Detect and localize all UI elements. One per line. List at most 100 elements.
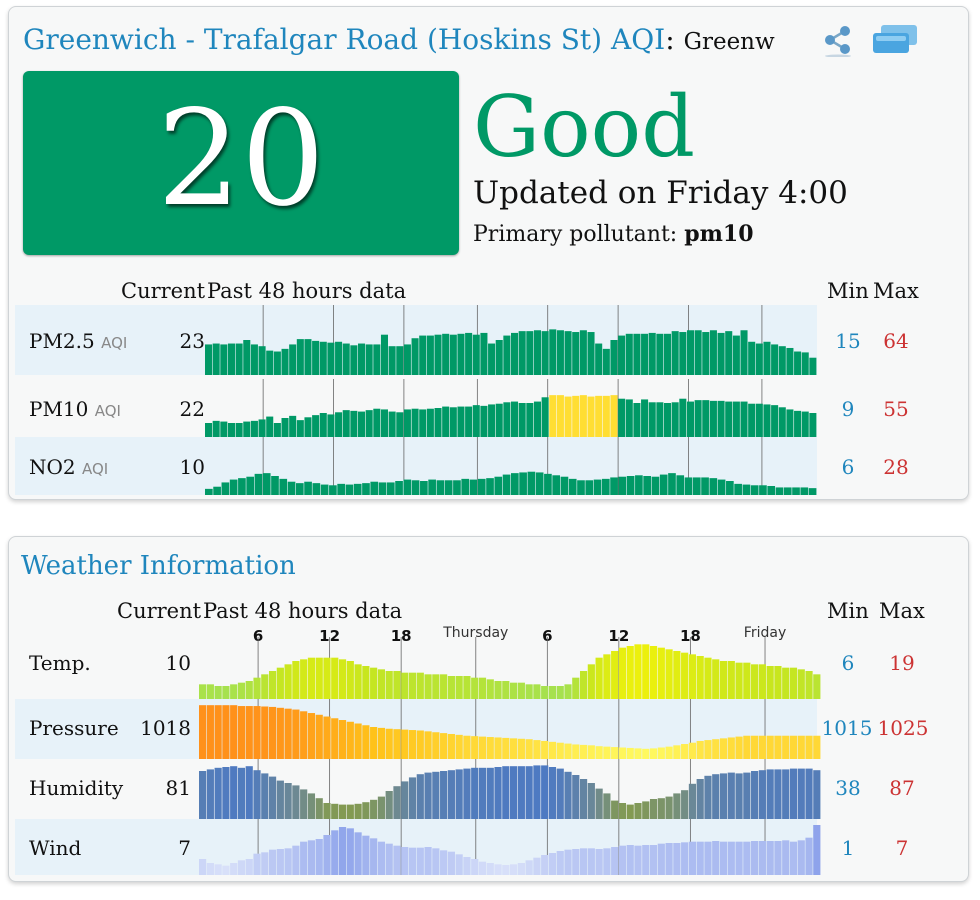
chart-bar (709, 400, 717, 437)
chart-bar (442, 406, 450, 437)
chart-bar (633, 333, 641, 375)
chart-bar (572, 332, 580, 375)
chart-bar (250, 420, 258, 437)
chart-bar (755, 343, 763, 375)
chart-bar (625, 399, 633, 437)
chart-bar (388, 411, 396, 437)
pm10-chart[interactable] (205, 379, 817, 437)
chart-bar (424, 772, 432, 819)
chart-bar (668, 473, 676, 495)
chart-bar (237, 706, 246, 759)
chart-bar (681, 744, 689, 759)
chart-bar (350, 410, 358, 437)
no2-chart[interactable] (205, 437, 817, 495)
station-title[interactable]: Greenwich - Trafalgar Road (Hoskins St) … (23, 23, 775, 56)
chart-bar (281, 418, 289, 437)
chart-bar (688, 783, 697, 819)
chart-bar (549, 395, 557, 437)
chart-bar (284, 664, 292, 699)
chart-bar (712, 841, 720, 875)
chart-bar (549, 329, 557, 375)
chart-bar (801, 411, 809, 437)
chart-bar (611, 847, 619, 875)
chart-bar (373, 408, 381, 437)
chart-bar (759, 485, 767, 495)
chart-bar (307, 793, 316, 819)
weather-card: Weather Information Current Past 48 hour… (8, 536, 969, 882)
chart-bar (648, 332, 656, 375)
pm25-chart[interactable] (205, 305, 817, 375)
row-label: Wind (29, 836, 82, 860)
weather-row-pressure[interactable]: Pressure 1018 (15, 699, 821, 759)
station-name[interactable]: Greenwich - Trafalgar Road (Hoskins St) … (23, 23, 666, 56)
chart-bar (494, 681, 502, 699)
header-past: Past 48 hours data (203, 599, 403, 623)
chart-bar (342, 410, 350, 437)
chart-bar (261, 674, 269, 699)
chart-bar (362, 483, 370, 495)
chart-bar (416, 774, 424, 819)
chart-bar (651, 476, 660, 495)
chart-bar (535, 472, 544, 495)
chart-bar (401, 729, 409, 759)
chart-bar (266, 416, 274, 437)
chart-bar (602, 395, 610, 437)
chart-bar (338, 827, 347, 875)
chart-bar (548, 767, 557, 819)
wind-chart[interactable] (199, 819, 821, 875)
screens-icon[interactable] (871, 23, 919, 57)
chart-bar (250, 344, 258, 375)
chart-bar (813, 674, 821, 699)
chart-bar (214, 705, 222, 759)
weather-row-temp[interactable]: Temp. 10 (15, 637, 821, 699)
chart-bar (517, 766, 525, 819)
chart-bar (245, 859, 253, 875)
chart-bar (679, 332, 687, 375)
chart-bar (393, 786, 401, 819)
chart-bar (463, 768, 471, 819)
chart-bar (199, 771, 207, 819)
chart-bar (494, 864, 502, 875)
chart-bar (315, 839, 323, 875)
pressure-chart[interactable] (199, 699, 821, 759)
pressure-max: 1025 (877, 716, 929, 740)
chart-bar (673, 843, 681, 875)
chart-bar (794, 351, 802, 375)
chart-bar (642, 644, 650, 699)
chart-bar (440, 771, 448, 819)
pollutant-row-pm10[interactable]: PM10 AQI 22 (15, 379, 817, 437)
chart-bar (495, 340, 503, 375)
pollutant-row-pm25[interactable]: PM2.5 AQI 23 (15, 305, 817, 375)
chart-bar (377, 841, 386, 875)
chart-bar (684, 477, 693, 495)
pollutant-row-no2[interactable]: NO2 AQI 10 (15, 437, 817, 495)
chart-bar (577, 480, 585, 495)
chart-bar (214, 864, 222, 875)
chart-bar (354, 664, 362, 699)
chart-bar (525, 860, 533, 875)
pm10-max: 55 (883, 397, 909, 421)
chart-bar (510, 766, 518, 819)
chart-bar (300, 841, 308, 875)
chart-bar (494, 737, 502, 759)
chart-bar (455, 734, 463, 759)
row-current: 22 (179, 397, 205, 421)
chart-bar (511, 332, 519, 375)
chart-bar (766, 769, 774, 819)
chart-bar (664, 333, 672, 375)
chart-bar (253, 706, 261, 759)
share-icon[interactable] (821, 23, 855, 57)
chart-bar (229, 479, 238, 495)
weather-row-wind[interactable]: Wind 7 (15, 819, 821, 875)
temp-chart[interactable] (199, 637, 821, 699)
chart-bar (633, 403, 641, 437)
chart-bar (603, 848, 611, 875)
aqi-value: 20 (157, 82, 325, 236)
chart-bar (603, 654, 611, 699)
chart-bar (222, 686, 230, 699)
chart-bar (273, 423, 281, 437)
weather-row-humidity[interactable]: Humidity 81 (15, 759, 821, 819)
chart-bar (350, 345, 358, 375)
chart-bar (235, 343, 243, 375)
humidity-chart[interactable] (199, 759, 821, 819)
